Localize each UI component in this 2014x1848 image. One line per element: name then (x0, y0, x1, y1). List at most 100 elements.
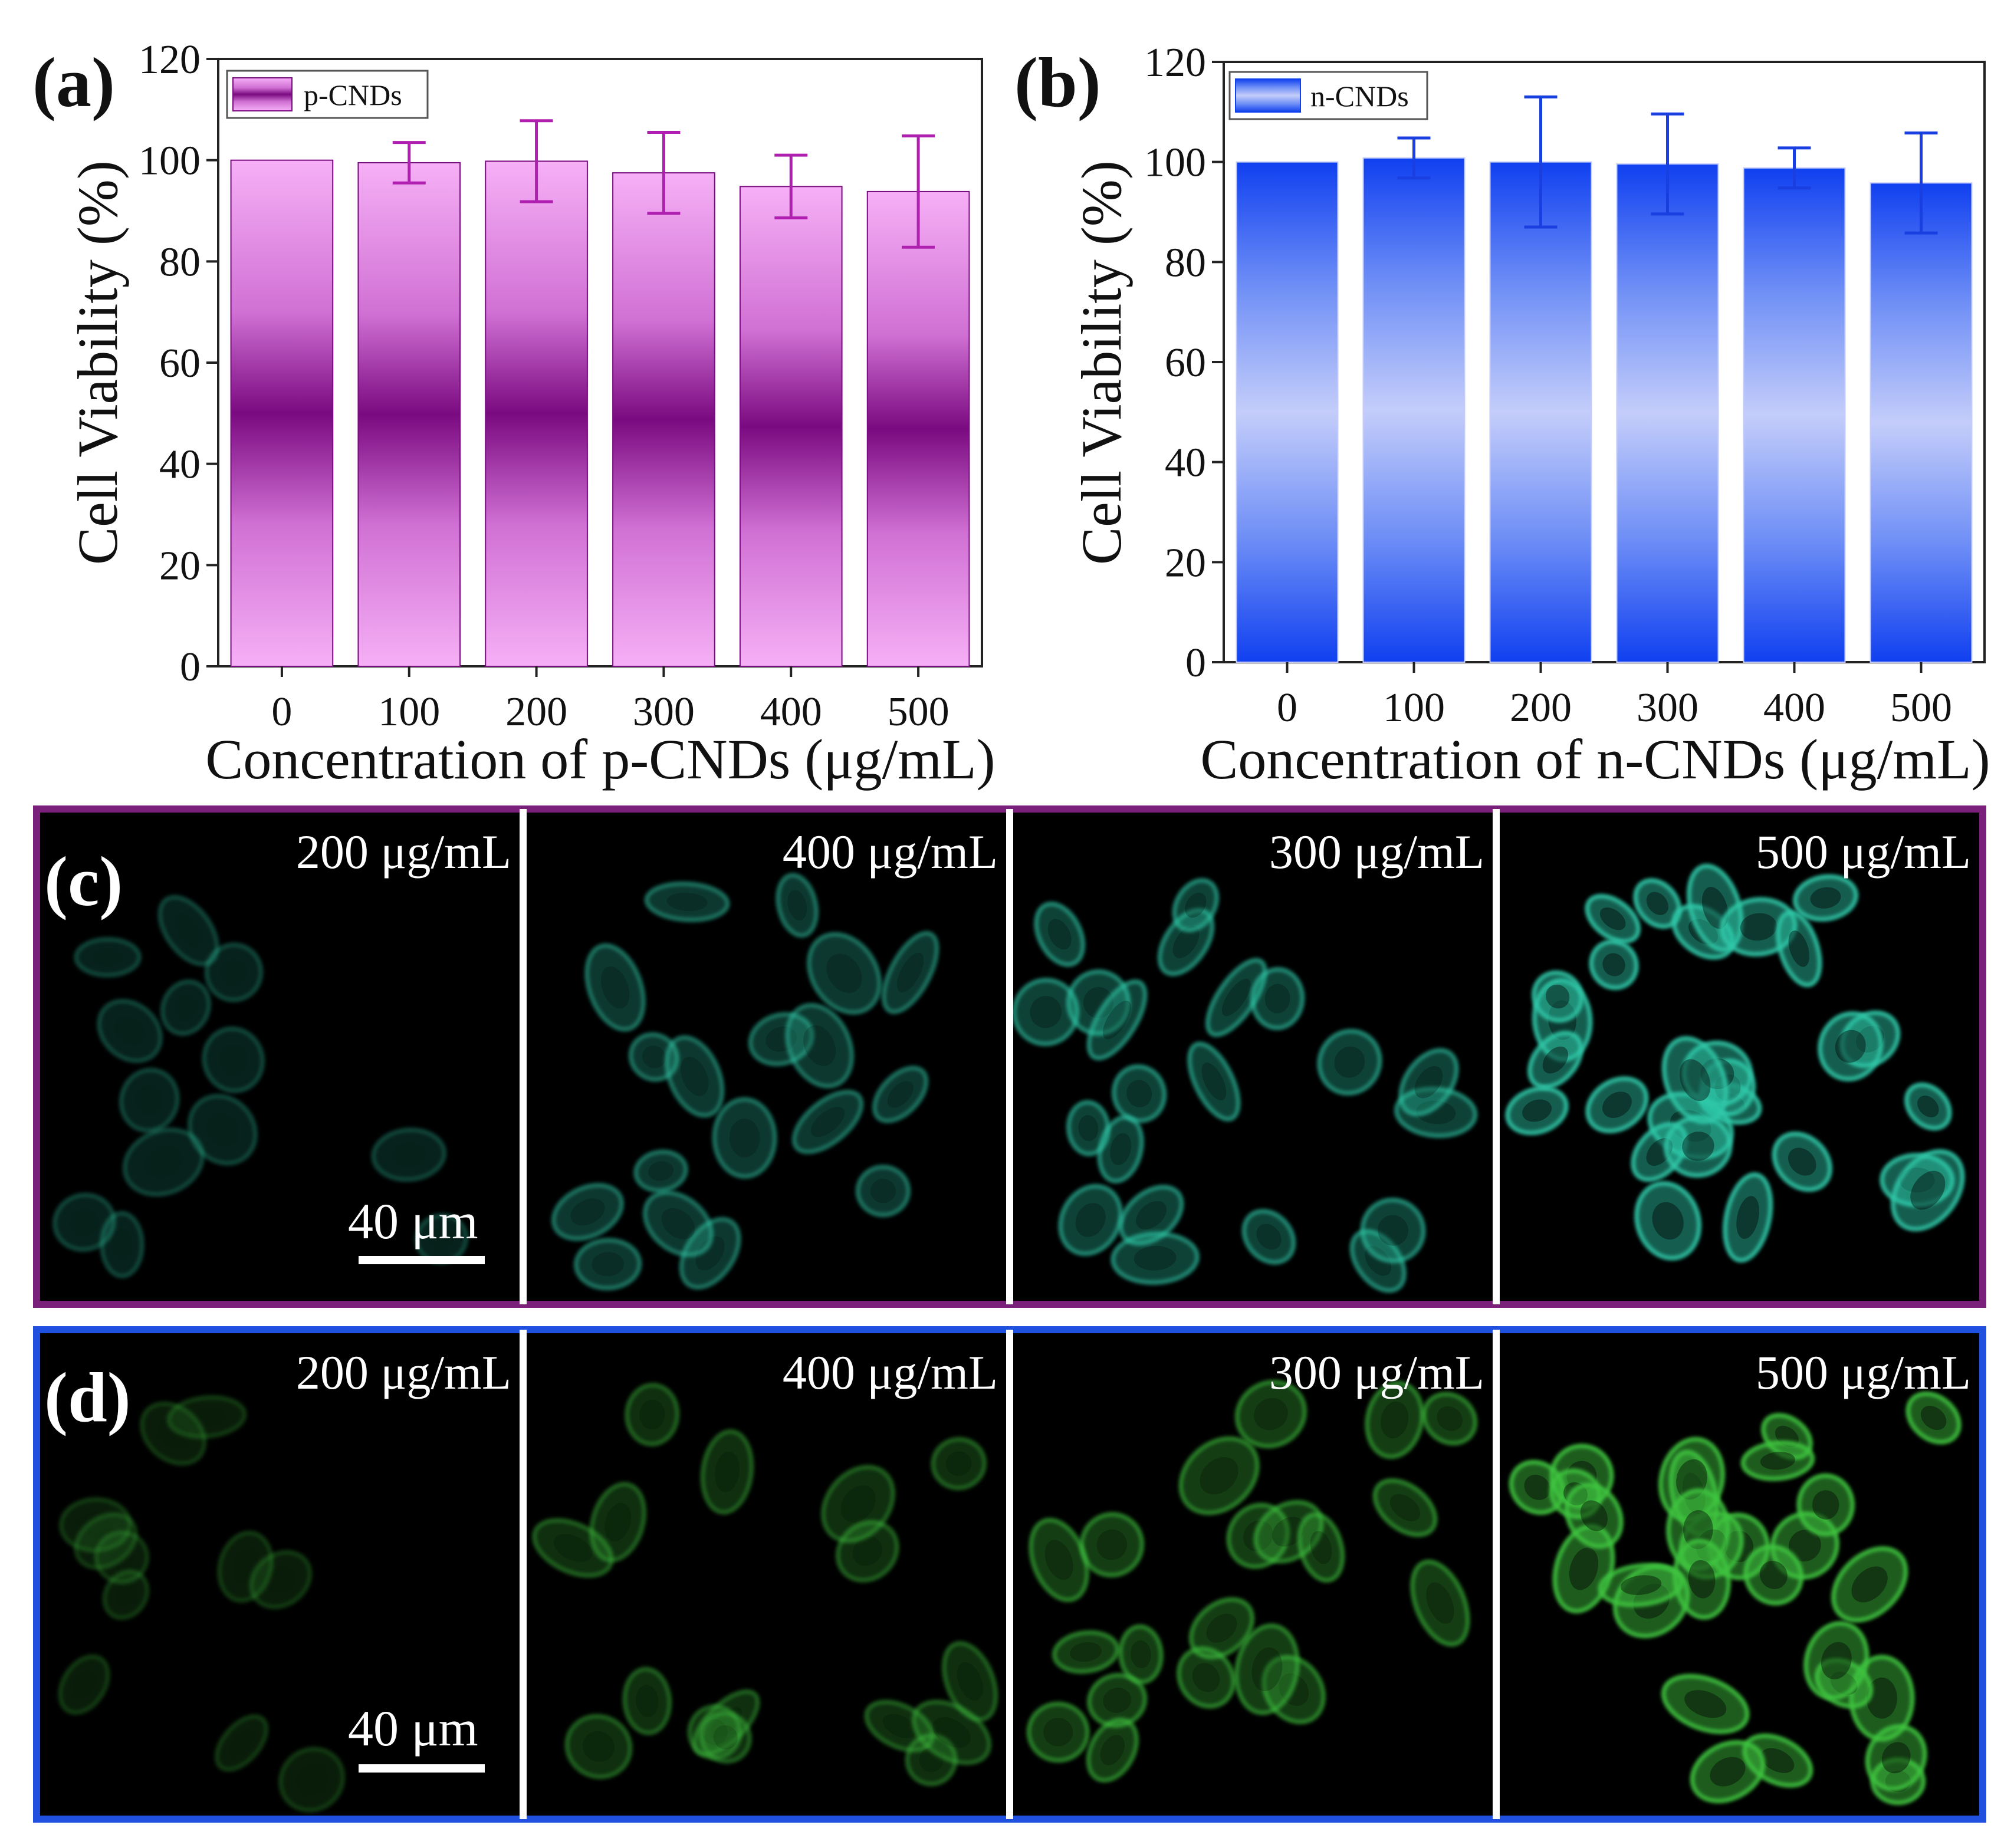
error-bar-b-200 (1524, 95, 1558, 229)
plot-frame-b (1223, 61, 1986, 663)
cell-c-2-9 (1033, 901, 1086, 968)
bar-a-300 (612, 172, 715, 667)
cell-c-2-15 (1359, 1197, 1427, 1264)
y-tick-label-a-20: 20 (159, 543, 201, 588)
cell-d-2-18 (1234, 1623, 1300, 1716)
y-axis-title-a: Cell Viability (%) (66, 160, 129, 565)
cell-d-0-7 (57, 1653, 111, 1715)
cell-c-3-19 (1817, 1011, 1884, 1082)
cell-d-3-24 (1743, 1544, 1804, 1606)
y-tick-label-a-40: 40 (159, 442, 201, 488)
cell-c-3-25 (1664, 1114, 1733, 1178)
cell-d-3-27 (1803, 1620, 1870, 1701)
x-tick-label-b-400: 400 (1763, 685, 1825, 731)
cell-c-3-12 (1722, 1172, 1773, 1263)
cell-d-1-9 (699, 1429, 754, 1515)
cell-c-0-11 (370, 1127, 447, 1183)
plot-frame-a (217, 58, 983, 667)
cell-c-1-3 (881, 930, 940, 1015)
cell-d-3-4 (1905, 1391, 1962, 1445)
x-tick-label-b-100: 100 (1383, 685, 1445, 731)
concentration-label-d-0: 200 μg/mL (296, 1346, 511, 1399)
bar-a-500 (866, 190, 970, 667)
cell-c-3-21 (1585, 1076, 1649, 1134)
cell-c-0-5 (119, 1067, 180, 1133)
x-tick-label-b-500: 500 (1890, 685, 1952, 731)
micrograph-row-c: 200 μg/mL 400 μg/mL 300 μg/mL 500 μg/mL (c)… (33, 805, 1986, 1308)
panel-divider-c-3 (1493, 809, 1500, 1304)
concentration-label-c-1: 400 μg/mL (783, 825, 998, 879)
cell-d-3-23 (1831, 1546, 1908, 1623)
cell-c-2-19 (1111, 1064, 1167, 1123)
cell-d-2-16 (1086, 1672, 1148, 1728)
cell-c-2-11 (1187, 1041, 1241, 1122)
cell-c-2-16 (1172, 877, 1220, 933)
cell-c-1-2 (872, 1065, 929, 1124)
bars-b (1236, 95, 1973, 663)
y-tick-label-b-120: 120 (1144, 40, 1206, 86)
scale-bar-d (359, 1764, 485, 1773)
cell-d-1-5 (564, 1714, 633, 1780)
y-tick-label-a-120: 120 (139, 37, 201, 83)
x-tick-label-a-200: 200 (505, 689, 567, 735)
y-tick-label-a-100: 100 (139, 139, 201, 184)
concentration-labels-d: 200 μg/mL 400 μg/mL 300 μg/mL 500 μg/mL (296, 1346, 1971, 1399)
micrograph-row-d: 200 μg/mL 400 μg/mL 300 μg/mL 500 μg/mL (d)… (33, 1326, 1986, 1823)
cell-d-3-7 (1598, 1563, 1684, 1607)
bars-a (230, 119, 970, 667)
panel-divider-d-3 (1493, 1330, 1500, 1819)
panel-divider-c-1 (520, 809, 527, 1304)
dividers-d (520, 1330, 1500, 1819)
x-tick-label-a-400: 400 (760, 689, 822, 735)
cell-c-2-14 (1097, 1114, 1145, 1184)
cell-c-2-1 (1398, 1047, 1460, 1117)
y-ticks-b: 0 20 40 60 80 100 120 (1144, 40, 1224, 686)
bar-b-0 (1236, 161, 1339, 663)
x-tick-label-a-500: 500 (888, 689, 949, 735)
bar-a-200 (485, 160, 588, 667)
cell-c-0-3 (157, 895, 220, 967)
cells-c (52, 863, 1965, 1293)
cell-c-1-14 (664, 1035, 725, 1118)
concentration-label-c-3: 500 μg/mL (1756, 825, 1971, 879)
cell-d-3-26 (1564, 1482, 1624, 1549)
chart-a: (a) 0 20 40 60 80 100 120 0 100 200 300 400 500 p-C… (32, 37, 995, 791)
error-bar-b-500 (1904, 131, 1938, 235)
cell-d-1-7 (820, 1464, 896, 1544)
scale-bar-c (359, 1256, 485, 1264)
cell-d-2-13 (1364, 1380, 1425, 1459)
cell-d-2-5 (1234, 1379, 1307, 1449)
cell-c-3-2 (1634, 1181, 1702, 1261)
y-axis-title-b: Cell Viability (%) (1070, 160, 1133, 565)
cell-c-3-18 (1531, 970, 1584, 1023)
x-axis-title-a: Concentration of p-CNDs (μg/mL) (205, 728, 995, 791)
y-tick-label-a-60: 60 (159, 341, 201, 386)
concentration-label-d-1: 400 μg/mL (783, 1346, 998, 1399)
x-tick-label-b-300: 300 (1637, 685, 1698, 731)
cell-d-2-7 (1178, 1436, 1260, 1516)
cell-d-2-19 (1026, 1701, 1090, 1763)
cell-c-3-23 (1775, 910, 1822, 988)
cell-d-2-15 (1118, 1624, 1164, 1685)
cell-d-0-4 (248, 1549, 313, 1610)
y-tick-label-a-0: 0 (180, 645, 201, 690)
cell-c-2-4 (1066, 1100, 1111, 1157)
cell-c-1-0 (806, 932, 882, 1015)
cell-c-0-12 (159, 979, 212, 1037)
legend-a: p-CNDs (226, 70, 429, 119)
cell-c-3-15 (1585, 893, 1641, 944)
error-bar-a-200 (520, 119, 553, 203)
cell-c-0-6 (73, 936, 142, 978)
cell-d-2-10 (1410, 1559, 1471, 1647)
cell-c-1-5 (573, 1237, 642, 1291)
legend-label-b: n-CNDs (1310, 80, 1409, 113)
cell-c-2-5 (1110, 1231, 1200, 1285)
x-tick-label-a-0: 0 (271, 689, 292, 735)
cells-d (57, 1379, 1962, 1813)
cell-d-3-25 (1673, 1538, 1732, 1620)
cell-c-3-22 (1527, 1030, 1583, 1090)
panel-divider-d-1 (520, 1330, 527, 1819)
error-bar-b-100 (1397, 136, 1431, 180)
concentration-label-d-2: 300 μg/mL (1269, 1346, 1484, 1399)
cell-c-0-10 (121, 1127, 205, 1198)
